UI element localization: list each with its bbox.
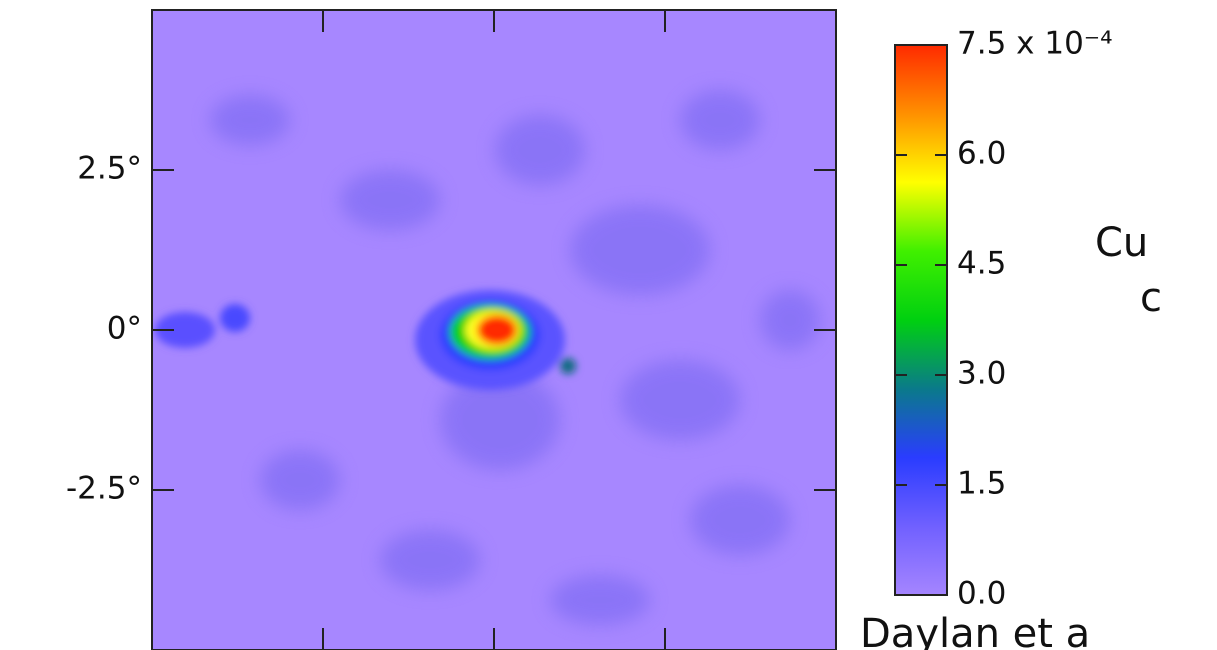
colorbar [894, 44, 948, 596]
heatmap-image [152, 10, 836, 650]
colorbar-tick-label: 3.0 [957, 356, 1006, 392]
colorbar-tick-label: 4.5 [957, 246, 1006, 282]
y-tick-label: 0° [107, 311, 142, 347]
colorbar-tick-label: 7.5 x 10⁻⁴ [957, 26, 1113, 62]
colorbar-tick-label: 6.0 [957, 136, 1006, 172]
annotation: c [1140, 275, 1162, 321]
y-tick-label: 2.5° [77, 151, 142, 187]
annotation: Daylan et a [860, 611, 1090, 650]
colorbar-tick-label: 1.5 [957, 466, 1006, 502]
annotation: Cu [1095, 220, 1148, 266]
colorbar-tick-label: 0.0 [957, 576, 1006, 612]
y-tick-label: -2.5° [66, 471, 142, 507]
